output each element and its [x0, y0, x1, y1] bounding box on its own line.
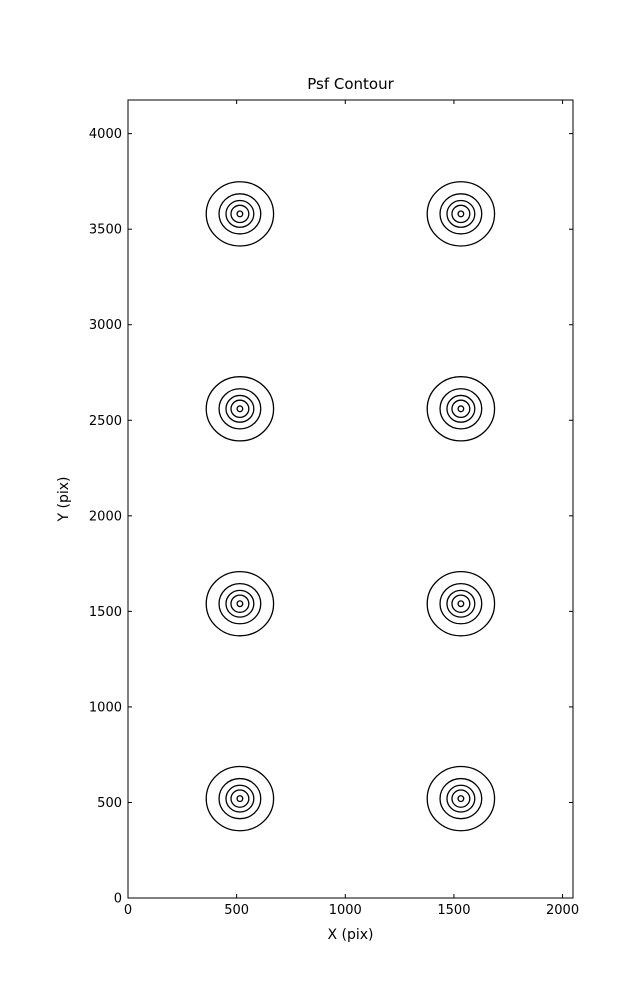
- contour-ring: [446, 394, 476, 423]
- contour-ring: [457, 405, 465, 413]
- contour-ring: [439, 388, 483, 430]
- contour-ring: [439, 777, 483, 820]
- contour-ring: [218, 388, 262, 430]
- y-tick-label: 0: [114, 892, 122, 907]
- contour-ring: [230, 204, 250, 224]
- x-tick-label: 500: [224, 903, 249, 918]
- y-tick-label: 2000: [89, 509, 122, 524]
- contour-ring: [236, 405, 244, 413]
- contour-ring: [236, 210, 244, 218]
- x-tick-label: 1000: [329, 903, 362, 918]
- contour-ring: [205, 181, 275, 247]
- y-tick-label: 2500: [89, 414, 122, 429]
- contour-ring: [236, 795, 244, 803]
- contour-ring: [446, 199, 476, 228]
- contour-ring: [230, 399, 250, 419]
- x-tick-label: 1500: [437, 903, 470, 918]
- contour-ring: [225, 199, 255, 228]
- contour-ring: [451, 399, 471, 419]
- y-tick-label: 3500: [89, 223, 122, 238]
- contour-ring: [451, 204, 471, 224]
- contour-ring: [236, 600, 244, 608]
- contour-ring: [426, 376, 496, 442]
- contour-ring: [439, 583, 483, 625]
- contour-ring: [218, 193, 262, 235]
- y-tick-label: 3000: [89, 318, 122, 333]
- contour-ring: [225, 394, 255, 423]
- y-tick-label: 1000: [89, 700, 122, 715]
- contour-ring: [439, 193, 483, 235]
- contour-ring: [225, 784, 255, 813]
- contour-ring: [457, 600, 465, 608]
- contour-ring: [457, 210, 465, 218]
- contour-ring: [426, 765, 496, 832]
- y-axis-label: Y (pix): [56, 476, 72, 522]
- x-axis-label: X (pix): [327, 927, 374, 943]
- contour-ring: [446, 589, 476, 618]
- contour-ring: [218, 777, 262, 820]
- y-tick-label: 1500: [89, 605, 122, 620]
- contour-ring: [230, 789, 250, 808]
- contour-ring: [205, 765, 275, 832]
- contour-ring: [230, 594, 250, 613]
- contour-ring: [225, 589, 255, 618]
- contour-ring: [451, 789, 471, 808]
- contour-ring: [426, 570, 496, 637]
- chart-title: Psf Contour: [307, 75, 394, 93]
- contour-ring: [451, 594, 471, 613]
- x-tick-label: 2000: [546, 903, 579, 918]
- contour-ring: [426, 181, 496, 247]
- y-tick-label: 500: [97, 796, 122, 811]
- y-tick-label: 4000: [89, 127, 122, 142]
- x-tick-label: 0: [124, 903, 132, 918]
- axes-frame: [127, 99, 574, 899]
- contour-ring: [457, 795, 465, 803]
- contour-ring: [218, 583, 262, 625]
- contour-ring: [446, 784, 476, 813]
- contour-ring: [205, 376, 275, 442]
- contour-ring: [205, 570, 275, 637]
